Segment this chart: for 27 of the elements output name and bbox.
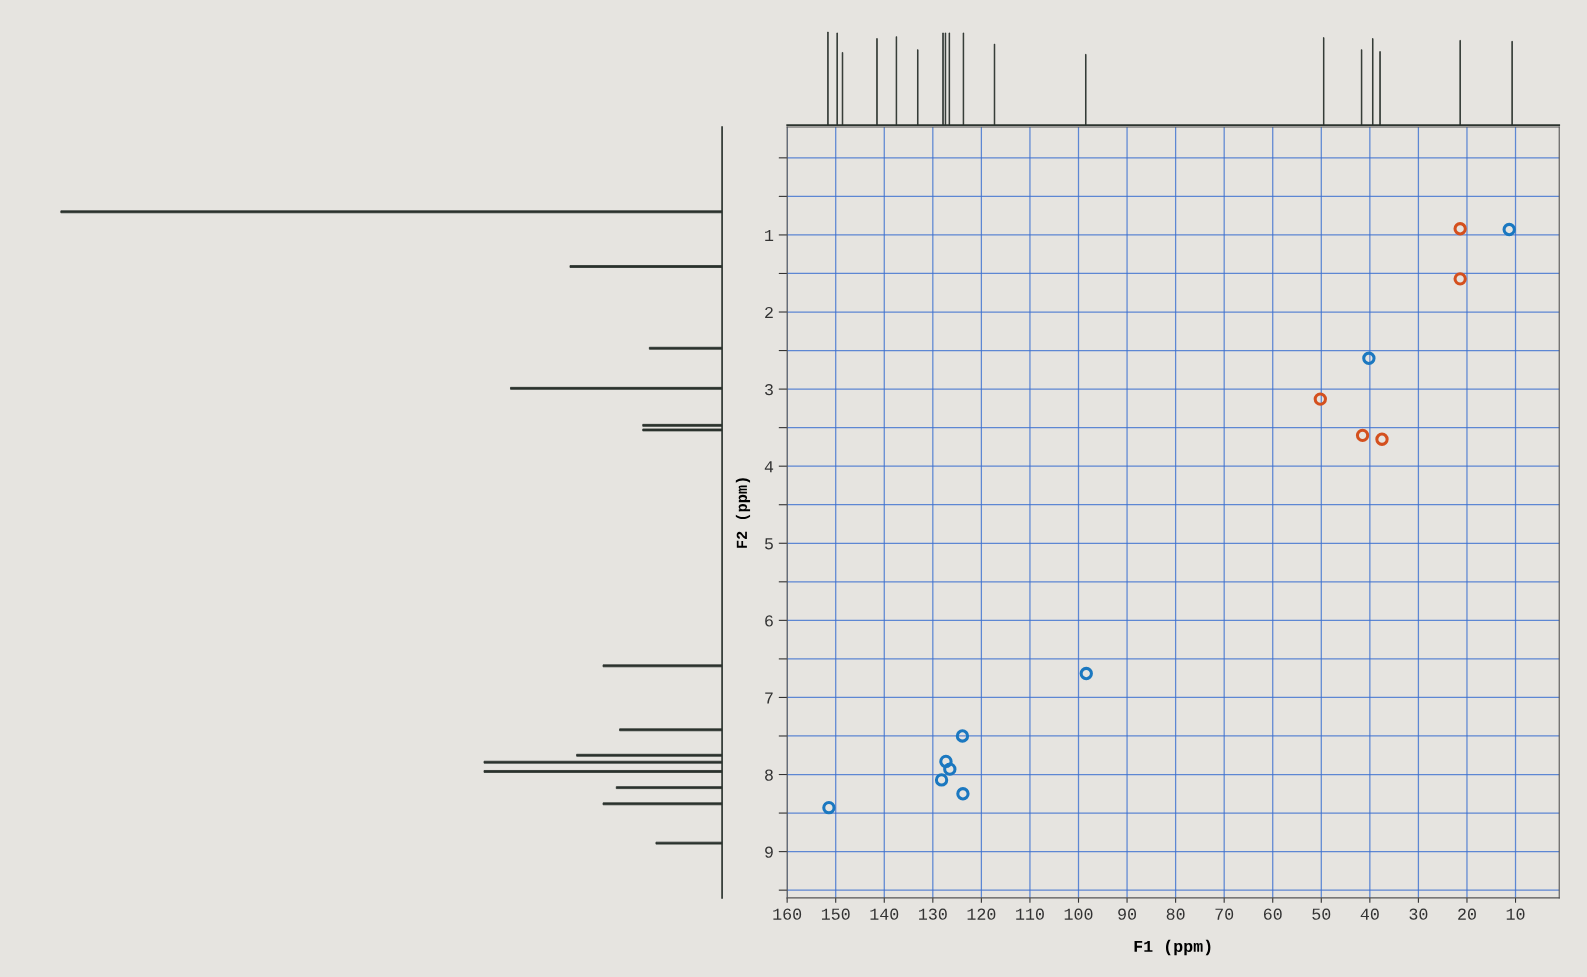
x-tick-label: 100	[1064, 908, 1093, 920]
y-tick-label: 7	[765, 692, 773, 704]
y-tick-label: 1	[765, 229, 774, 241]
x-tick-label: 40	[1360, 908, 1379, 920]
x-tick-label: 20	[1458, 908, 1476, 920]
y-tick-label: 4	[764, 461, 774, 473]
y-tick-label: 6	[765, 615, 773, 627]
y-tick-label: 5	[765, 538, 773, 550]
x-tick-label: 50	[1312, 908, 1331, 920]
x-tick-label: 130	[919, 908, 947, 920]
x-axis-title: F1 (ppm)	[1134, 939, 1211, 956]
x-tick-label: 160	[773, 908, 802, 920]
y-tick-label: 8	[765, 769, 773, 781]
y-tick-label: 9	[765, 846, 773, 858]
x-tick-label: 150	[821, 908, 850, 920]
x-tick-label: 60	[1263, 908, 1282, 920]
y-axis-title: F2 (ppm)	[735, 478, 751, 548]
x-tick-label: 140	[870, 908, 899, 920]
x-tick-label: 10	[1506, 908, 1525, 920]
x-tick-label: 110	[1016, 908, 1044, 920]
x-tick-label: 70	[1215, 908, 1234, 920]
y-tick-label: 3	[765, 383, 773, 396]
x-tick-label: 120	[967, 908, 996, 920]
y-tick-label: 2	[765, 306, 773, 319]
x-tick-label: 80	[1166, 908, 1185, 920]
x-tick-label: 90	[1118, 908, 1137, 920]
x-tick-label: 30	[1409, 908, 1428, 920]
